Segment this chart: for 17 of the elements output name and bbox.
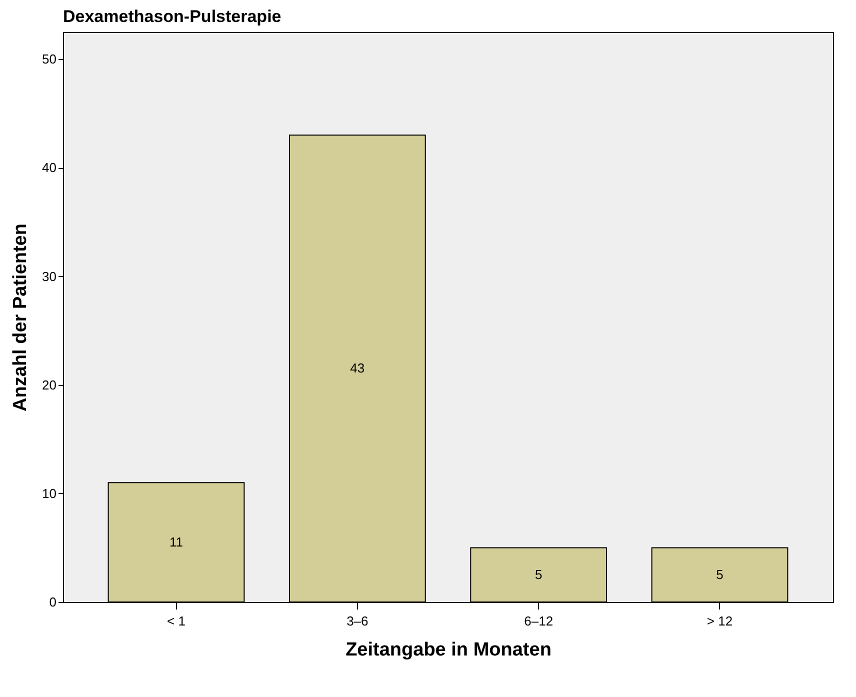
x-tick-label: 6–12 bbox=[524, 614, 554, 628]
y-tick-label: 30 bbox=[42, 268, 56, 284]
data-label: 5 bbox=[716, 566, 724, 582]
data-label: 43 bbox=[350, 360, 365, 376]
x-tick-label: 3–6 bbox=[346, 614, 368, 628]
y-tick-label: 10 bbox=[42, 486, 56, 501]
y-tick-label: 0 bbox=[49, 594, 56, 610]
x-tick-label: < 1 bbox=[167, 614, 186, 628]
x-tick-label: > 12 bbox=[706, 614, 733, 628]
chart-title: Dexamethason-Pulsterapie bbox=[63, 7, 282, 26]
data-label: 11 bbox=[169, 534, 183, 550]
x-axis-title: Zeitangabe in Monaten bbox=[346, 640, 552, 660]
y-tick-label: 40 bbox=[42, 160, 56, 176]
y-tick-label: 50 bbox=[42, 52, 56, 67]
data-label: 5 bbox=[534, 566, 542, 582]
y-tick-label: 20 bbox=[42, 377, 56, 392]
y-axis-title: Anzahl der Patienten bbox=[10, 224, 32, 412]
